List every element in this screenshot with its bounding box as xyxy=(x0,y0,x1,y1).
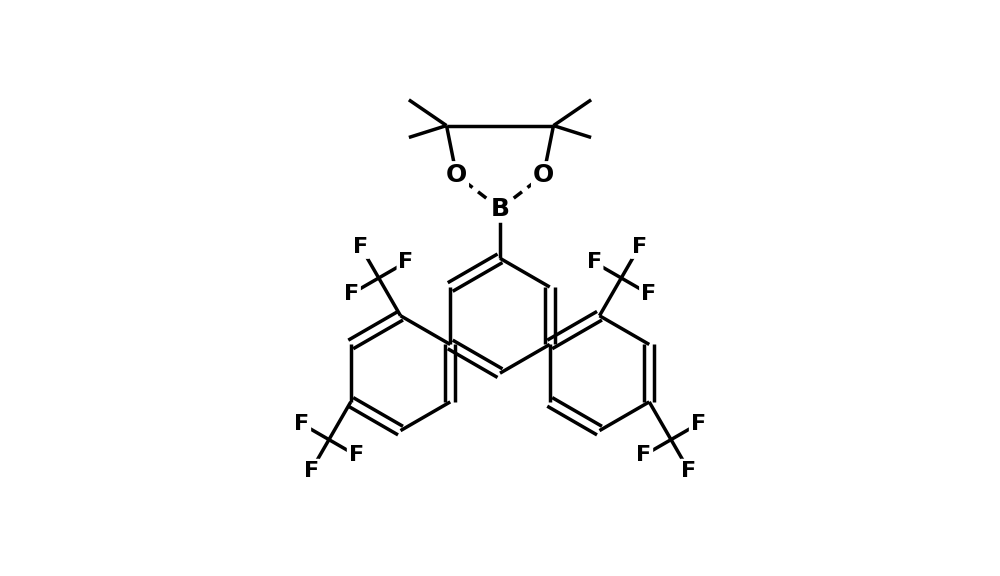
Text: F: F xyxy=(344,283,359,304)
Text: B: B xyxy=(491,197,510,221)
Text: F: F xyxy=(349,445,364,465)
Text: F: F xyxy=(304,460,319,480)
Text: O: O xyxy=(446,163,467,187)
Text: O: O xyxy=(533,163,554,187)
Text: F: F xyxy=(641,283,656,304)
Text: F: F xyxy=(681,460,696,480)
Text: F: F xyxy=(632,237,647,257)
Text: F: F xyxy=(294,414,309,434)
Text: F: F xyxy=(691,414,706,434)
Text: F: F xyxy=(636,445,651,465)
Text: F: F xyxy=(398,252,413,272)
Text: F: F xyxy=(353,237,368,257)
Text: F: F xyxy=(587,252,602,272)
